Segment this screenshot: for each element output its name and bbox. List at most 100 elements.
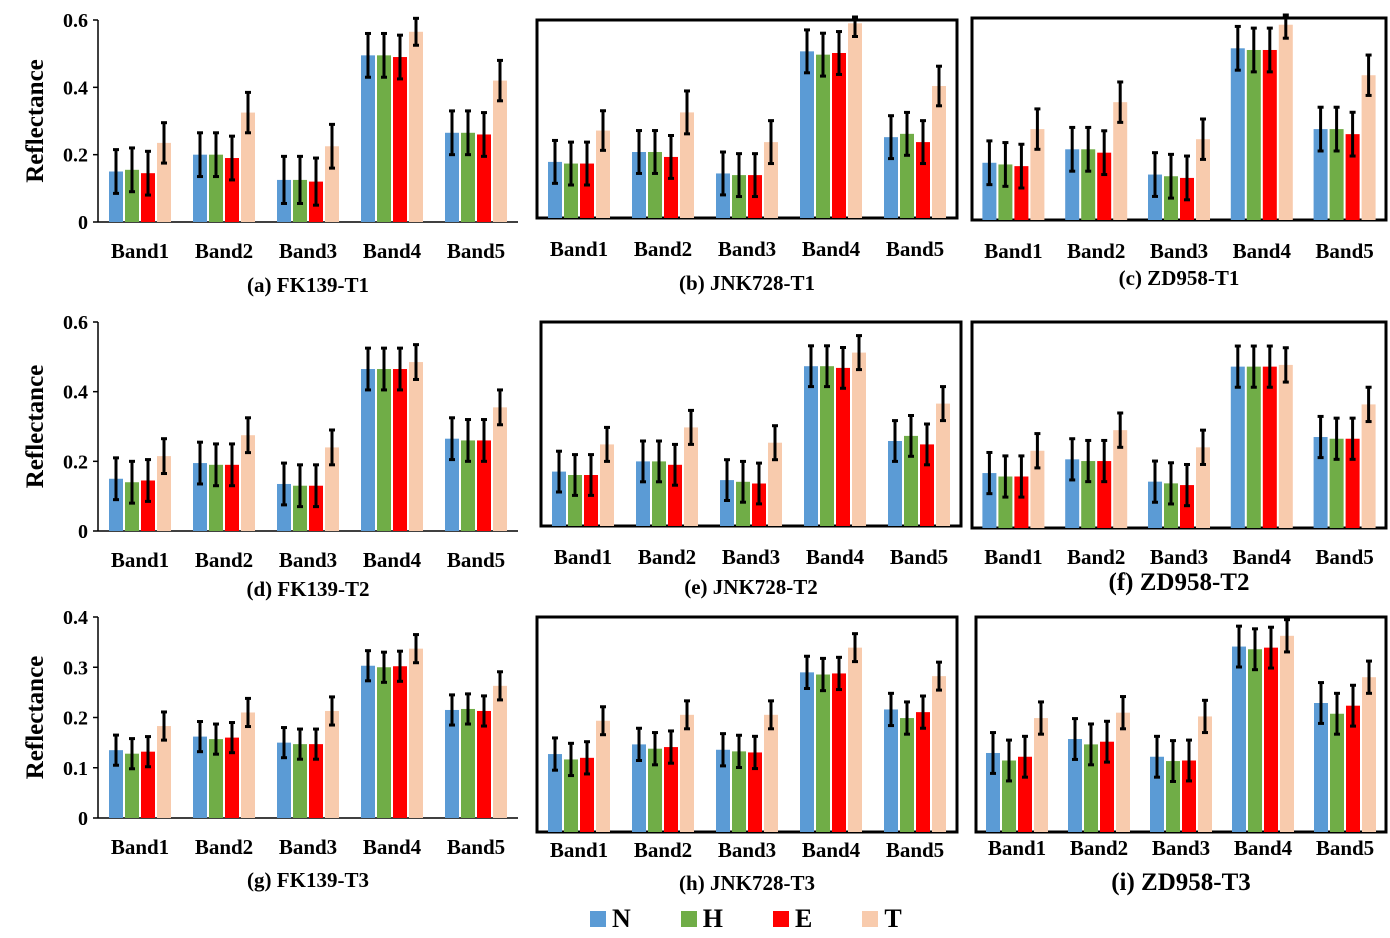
- bar-H-Band3: [293, 744, 307, 818]
- x-tick-label: Band2: [1067, 545, 1125, 569]
- bar-T-Band1: [596, 720, 610, 832]
- bar-N-Band4: [800, 51, 814, 218]
- bar-T-Band1: [1030, 450, 1045, 528]
- y-tick-label: 0.2: [63, 451, 88, 473]
- bar-N-Band3: [1148, 481, 1162, 528]
- bar-H-Band1: [125, 482, 139, 531]
- bar-H-Band2: [652, 461, 666, 526]
- bar-E-Band3: [1182, 760, 1196, 832]
- x-tick-label: Band2: [634, 838, 692, 862]
- bar-E-Band5: [1346, 705, 1360, 832]
- x-tick-label: Band5: [1315, 545, 1373, 569]
- bar-E-Band3: [309, 485, 323, 531]
- bar-H-Band2: [648, 152, 662, 218]
- plot-frame: [970, 16, 1388, 222]
- bar-N-Band4: [1230, 48, 1245, 220]
- panel-caption: (g) FK139-T3: [247, 868, 369, 892]
- bar-E-Band5: [477, 710, 491, 818]
- bar-T-Band2: [241, 112, 255, 222]
- y-axis-title: Reflectance: [22, 656, 49, 780]
- bar-T-Band4: [409, 362, 423, 531]
- legend-label: T: [884, 904, 902, 933]
- bar-E-Band5: [916, 142, 930, 218]
- bar-T-Band2: [680, 714, 694, 832]
- x-tick-label: Band2: [634, 237, 692, 261]
- panel-caption: (i) ZD958-T3: [1111, 869, 1251, 896]
- bar-H-Band1: [998, 476, 1013, 528]
- bar-T-Band2: [1116, 712, 1130, 832]
- bar-E-Band4: [1262, 49, 1277, 220]
- x-tick-label: Band5: [447, 835, 505, 859]
- bar-E-Band4: [832, 53, 846, 218]
- panel-caption: (e) JNK728-T2: [684, 575, 818, 599]
- bar-T-Band4: [848, 647, 862, 832]
- bar-H-Band4: [816, 674, 830, 832]
- plot-frame: [974, 615, 1388, 834]
- bar-H-Band4: [816, 54, 830, 219]
- bar-H-Band4: [820, 366, 834, 526]
- bar-T-Band1: [157, 726, 171, 818]
- x-tick-label: Band3: [1152, 836, 1210, 860]
- bar-N-Band1: [548, 161, 562, 218]
- legend-item-N: N: [590, 904, 631, 934]
- panel-caption: (f) ZD958-T2: [1109, 569, 1250, 596]
- bar-N-Band2: [632, 744, 646, 832]
- bar-T-Band3: [325, 710, 339, 818]
- x-tick-label: Band3: [1150, 545, 1208, 569]
- x-tick-label: Band2: [638, 545, 696, 569]
- x-tick-label: Band3: [722, 545, 780, 569]
- bar-E-Band2: [668, 464, 682, 526]
- chart-panel-6: Band1 Band2 Band3 Band4 Band5 (f) ZD958-T2: [970, 320, 1388, 596]
- plot-frame: [539, 320, 963, 528]
- bar-T-Band5: [1361, 404, 1376, 528]
- bar-N-Band1: [552, 471, 566, 526]
- bar-N-Band1: [109, 750, 123, 818]
- x-tick-label: Band3: [718, 237, 776, 261]
- bar-T-Band1: [596, 130, 610, 218]
- x-tick-label: Band4: [1233, 545, 1292, 569]
- legend-label: E: [795, 904, 813, 933]
- bar-E-Band4: [393, 57, 407, 223]
- bar-E-Band3: [748, 752, 762, 832]
- bar-T-Band2: [241, 712, 255, 818]
- x-tick-label: Band4: [802, 237, 861, 261]
- bar-H-Band5: [461, 440, 475, 531]
- bar-E-Band5: [1345, 134, 1360, 220]
- x-tick-label: Band4: [363, 548, 422, 572]
- bar-T-Band4: [409, 648, 423, 818]
- bar-E-Band2: [1097, 461, 1112, 528]
- y-tick-label: 0.6: [63, 312, 88, 334]
- bar-H-Band5: [900, 133, 914, 218]
- bar-T-Band5: [493, 80, 507, 222]
- bar-H-Band5: [900, 718, 914, 832]
- legend-swatch: [590, 911, 606, 927]
- x-tick-label: Band1: [988, 836, 1046, 860]
- bar-T-Band5: [493, 407, 507, 531]
- bar-E-Band2: [664, 747, 678, 832]
- bar-H-Band2: [209, 739, 223, 818]
- bar-T-Band1: [1034, 718, 1048, 832]
- bar-H-Band2: [209, 464, 223, 531]
- panel-caption: (c) ZD958-T1: [1119, 266, 1240, 290]
- bar-H-Band2: [648, 748, 662, 832]
- bar-N-Band1: [986, 752, 1000, 832]
- bar-T-Band5: [936, 403, 950, 526]
- x-tick-label: Band3: [279, 835, 337, 859]
- bar-T-Band3: [1196, 139, 1210, 220]
- x-tick-label: Band5: [886, 838, 944, 862]
- y-tick-label: 0.4: [63, 607, 88, 629]
- bar-N-Band1: [109, 478, 123, 531]
- x-tick-label: Band2: [195, 835, 253, 859]
- bar-T-Band2: [241, 435, 255, 531]
- legend-item-T: T: [862, 904, 902, 934]
- bar-T-Band5: [932, 86, 946, 218]
- x-tick-label: Band3: [279, 548, 337, 572]
- y-tick-label: 0: [78, 808, 88, 830]
- bar-H-Band4: [377, 369, 391, 531]
- bar-T-Band2: [684, 427, 698, 526]
- legend-label: H: [702, 904, 724, 933]
- bar-N-Band1: [982, 473, 997, 528]
- bar-N-Band4: [361, 369, 375, 531]
- bar-H-Band4: [377, 55, 391, 222]
- bar-N-Band2: [632, 152, 646, 218]
